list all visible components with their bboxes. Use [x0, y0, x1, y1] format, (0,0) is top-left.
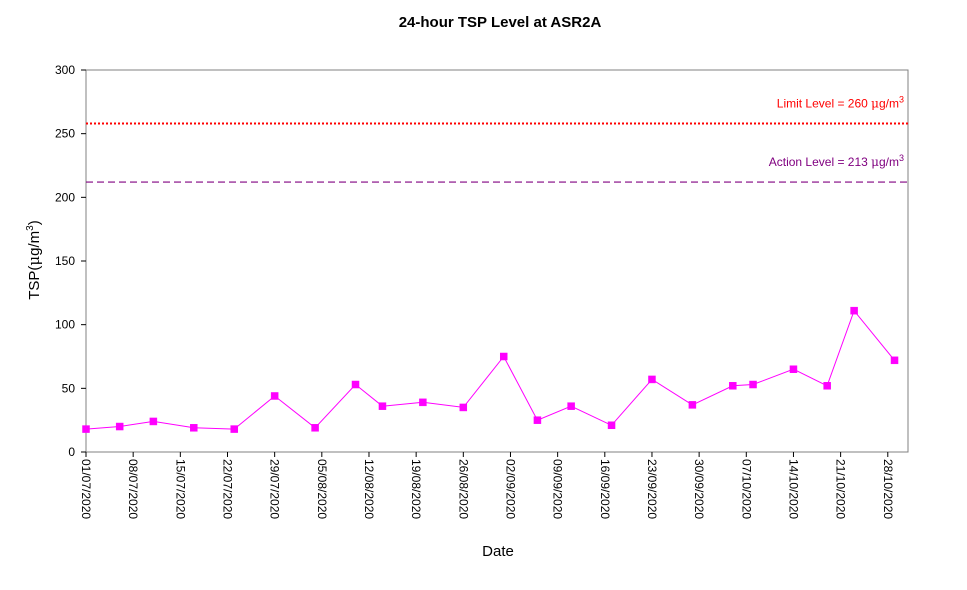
x-axis: 01/07/2020 08/07/2020 15/07/2020 22/07/2020…	[79, 452, 895, 519]
x-tick-label: 07/10/2020	[739, 459, 753, 519]
x-axis-title: Date	[482, 543, 514, 560]
x-tick-label: 14/10/2020	[786, 459, 800, 519]
plot-area	[85, 69, 909, 453]
data-point-marker	[533, 416, 542, 424]
data-point-marker	[749, 380, 757, 389]
data-point-marker	[850, 306, 858, 315]
y-tick-label: 0	[68, 445, 75, 459]
data-point-marker	[378, 402, 387, 410]
x-tick-label: 21/10/2020	[834, 459, 848, 519]
reference-lines: Limit Level = 260 μg/m3 Action Level = 21…	[86, 94, 908, 183]
y-tick-label: 200	[55, 190, 75, 204]
data-point-marker	[149, 417, 158, 426]
data-point-marker	[351, 380, 360, 389]
data-point-marker	[459, 403, 468, 412]
y-tick-label: 100	[55, 318, 75, 332]
x-tick-label: 19/08/2020	[409, 459, 423, 519]
data-point-marker	[311, 424, 319, 432]
data-point-marker	[823, 382, 831, 390]
data-point-marker	[82, 425, 90, 433]
series-layer	[82, 306, 899, 433]
x-tick-label: 16/09/2020	[598, 459, 612, 519]
data-point-marker	[607, 421, 616, 430]
y-tick-label: 250	[55, 127, 75, 141]
x-tick-label: 26/08/2020	[456, 459, 470, 519]
data-point-marker	[688, 401, 697, 409]
x-tick-label: 30/09/2020	[692, 459, 706, 519]
y-tick-label: 150	[55, 254, 75, 268]
y-tick-label: 300	[55, 63, 75, 77]
data-point-marker	[190, 424, 198, 432]
y-axis: 0 50 100 150 200 250 300	[55, 63, 86, 459]
x-tick-label: 28/10/2020	[881, 459, 895, 519]
data-point-marker	[230, 425, 238, 433]
x-tick-label: 05/08/2020	[315, 459, 329, 519]
y-axis-title: TSP(μg/m3)	[25, 220, 43, 300]
data-point-marker	[789, 365, 798, 373]
y-tick-label: 50	[62, 381, 76, 395]
chart-title: 24-hour TSP Level at ASR2A	[399, 14, 602, 31]
data-point-marker	[270, 392, 279, 400]
data-point-marker	[890, 356, 899, 365]
x-tick-label: 08/07/2020	[126, 459, 140, 519]
data-point-marker	[567, 402, 575, 410]
x-tick-label: 09/09/2020	[551, 459, 565, 519]
x-tick-label: 01/07/2020	[79, 459, 93, 519]
data-point-marker	[419, 398, 427, 407]
x-tick-label: 29/07/2020	[268, 459, 282, 519]
data-point-marker	[499, 352, 508, 361]
limit-level-label: Limit Level = 260 μg/m3	[777, 94, 904, 110]
data-point-marker	[115, 422, 124, 431]
x-tick-label: 02/09/2020	[503, 459, 517, 519]
data-point-marker	[729, 382, 737, 390]
action-level-label: Action Level = 213 μg/m3	[769, 153, 904, 169]
data-point-marker	[648, 375, 656, 384]
x-tick-label: 15/07/2020	[173, 459, 187, 519]
x-tick-label: 22/07/2020	[220, 459, 234, 519]
x-tick-label: 12/08/2020	[362, 459, 376, 519]
x-tick-label: 23/09/2020	[645, 459, 659, 519]
